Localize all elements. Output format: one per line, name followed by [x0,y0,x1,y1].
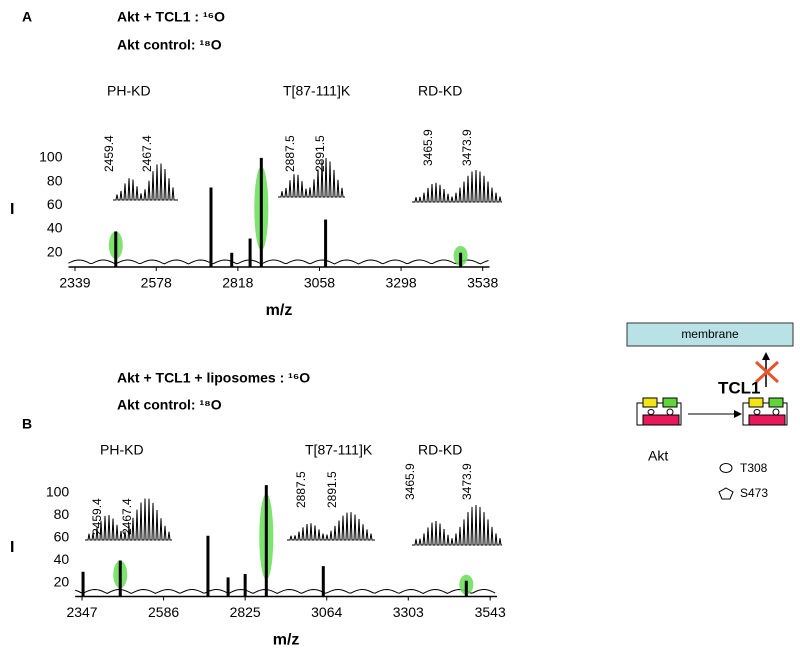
baseline-noise [75,588,496,595]
header: Akt control: ¹⁸O [117,37,222,53]
x-axis-title: m/z [273,632,300,649]
x-tick-label: 3543 [475,604,506,620]
panel-label: A [22,9,32,25]
header: Akt + TCL1 + liposomes : ¹⁶O [117,370,310,386]
arrow-head [734,410,742,418]
header: Akt control: ¹⁸O [117,397,222,413]
baseline-noise [68,259,489,265]
inset-peak-label: 3473.9 [460,463,474,500]
y-tick-label: 80 [47,172,63,188]
inset-peak-label: 3473.9 [460,129,474,166]
protein-label: Akt [648,448,668,464]
header: Akt + TCL1 : ¹⁶O [117,9,225,25]
spectrum-panel: A Akt + TCL1 : ¹⁶O Akt control: ¹⁸O 20 40 60 8… [10,9,502,319]
inset-peak-label: 2891.5 [313,135,327,172]
akt-icon [636,397,682,426]
diagram: membrane TCL1 Akt T308 S473 [626,322,794,500]
y-tick-label: 20 [47,243,63,259]
inhibitor-label: TCL1 [718,378,761,397]
inset-peak-label: 2887.5 [283,135,297,172]
inset-envelope [412,169,502,203]
inset-peak-label: 2887.5 [294,471,308,508]
inset-peak-label: 2467.4 [120,498,134,535]
y-tick-label: 60 [47,196,63,212]
inset-name: T[87-111]K [283,83,351,99]
x-tick-label: 3538 [467,275,498,291]
x-tick-label: 2347 [66,604,97,620]
x-tick-label: 3298 [386,275,417,291]
inset-peak-label: 2467.4 [140,135,154,172]
y-tick-label: 100 [39,149,63,165]
inset-name: RD-KD [418,442,462,458]
y-tick-label: 100 [46,484,70,500]
inset-envelope [412,504,502,546]
inset-peak-label: 2891.5 [325,471,339,508]
legend-label: T308 [740,461,768,475]
inset-peak-label: 3465.9 [403,463,417,500]
x-tick-label: 3058 [304,275,335,291]
membrane-label: membrane [681,327,739,341]
akt-icon [742,397,788,426]
y-tick-label: 20 [54,574,70,590]
legend-label: S473 [740,486,768,500]
membrane-box [626,322,794,347]
inset-name: PH-KD [100,442,144,458]
x-tick-label: 2578 [141,275,172,291]
inset-envelope [287,512,375,541]
y-tick-label: 80 [54,506,70,522]
legend-symbol [718,487,734,500]
y-tick-label: 40 [47,220,63,236]
x-axis-title: m/z [266,302,293,319]
x-tick-label: 2818 [222,275,253,291]
inset-envelope [113,163,178,201]
inset-peak-label: 3465.9 [421,129,435,166]
inset-name: T[87-111]K [305,442,373,458]
arrow-head [762,352,770,360]
x-tick-label: 2586 [148,604,179,620]
inset-envelope [85,498,172,541]
y-tick-label: 40 [54,551,70,567]
cross [754,360,780,384]
y-axis-title: I [10,539,14,556]
y-tick-label: 60 [54,529,70,545]
legend-symbol [719,463,733,473]
inset-name: PH-KD [107,83,151,99]
spectrum-panel: B Akt + TCL1 + liposomes : ¹⁶O Akt control… [10,370,506,649]
inset-name: RD-KD [418,83,462,99]
y-axis-title: I [10,201,14,218]
inset-envelope [278,157,345,198]
x-tick-label: 3064 [311,604,342,620]
panel-label: B [22,416,32,432]
x-tick-label: 2825 [230,604,261,620]
x-tick-label: 2339 [59,275,90,291]
inset-peak-label: 2459.4 [102,135,116,172]
x-tick-label: 3303 [393,604,424,620]
